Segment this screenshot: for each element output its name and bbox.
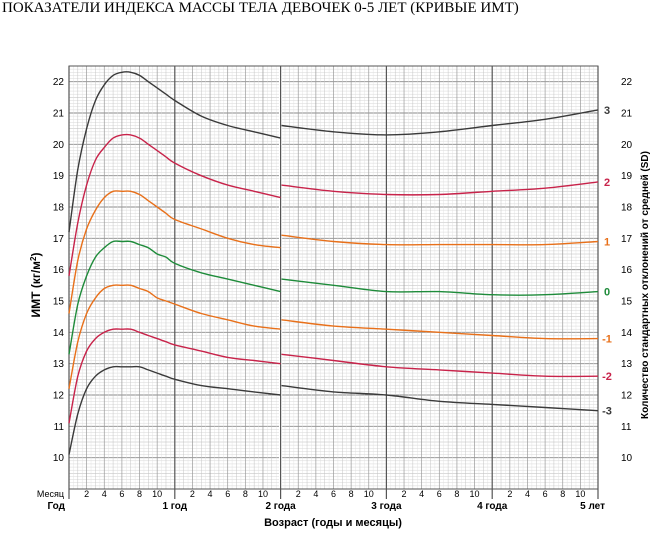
y-tick-label-right: 12 xyxy=(621,391,633,402)
x-tick-label: 10 xyxy=(575,489,585,499)
y-tick-label: 16 xyxy=(53,265,65,276)
y-tick-label: 14 xyxy=(53,328,65,339)
y-tick-label: 11 xyxy=(54,422,65,433)
sd-label: 1 xyxy=(604,236,610,248)
x-tick-label: 2 xyxy=(507,489,512,499)
y-tick-label: 20 xyxy=(53,140,65,151)
series-line-3 xyxy=(68,71,281,233)
x-tick-label: 8 xyxy=(454,489,459,499)
y-tick-label: 17 xyxy=(53,234,65,245)
series-line-2 xyxy=(68,133,281,277)
x-tick-label: 4 xyxy=(102,489,107,499)
sd-label: 0 xyxy=(604,287,610,299)
y-tick-label: 18 xyxy=(53,203,65,214)
series-line-0 xyxy=(68,240,281,355)
x-year-label: 4 года xyxy=(477,501,508,512)
x-tick-label: 6 xyxy=(225,489,230,499)
series-line-0 xyxy=(281,278,599,296)
x-year-label: 3 года xyxy=(371,501,402,512)
x-month-label: Месяц xyxy=(37,489,64,499)
x-year-label: Год xyxy=(48,501,66,512)
sd-label: -3 xyxy=(602,406,612,418)
y-tick-label: 22 xyxy=(53,77,65,88)
y-tick-label-right: 20 xyxy=(621,140,633,151)
y-tick-label-right: 17 xyxy=(621,234,633,245)
series-line-1 xyxy=(68,190,281,314)
x-tick-label: 4 xyxy=(525,489,530,499)
x-tick-label: 6 xyxy=(331,489,336,499)
grid xyxy=(68,65,599,499)
y-tick-label: 12 xyxy=(53,391,65,402)
chart-title: ПОКАЗАТЕЛИ ИНДЕКСА МАССЫ ТЕЛА ДЕВОЧЕК 0-… xyxy=(2,0,519,16)
plot-border xyxy=(68,65,599,490)
series-line-2 xyxy=(281,181,599,196)
y-tick-label-right: 11 xyxy=(621,422,632,433)
y-tick-label: 19 xyxy=(53,171,65,182)
series-line--2 xyxy=(281,353,599,378)
x-year-label: 1 год xyxy=(162,501,187,512)
y-tick-label-right: 21 xyxy=(621,109,633,120)
y-tick-label-right: 22 xyxy=(621,77,633,88)
y-tick-label-right: 19 xyxy=(621,171,633,182)
x-tick-label: 10 xyxy=(258,489,268,499)
y-axis-left: 10 11 12 13 14 15 16 17 18 19 20 21 22 xyxy=(53,77,65,464)
series-line-3 xyxy=(281,109,599,136)
y-tick-label-right: 10 xyxy=(621,453,633,464)
x-tick-label: 8 xyxy=(349,489,354,499)
x-tick-label: 4 xyxy=(208,489,213,499)
sd-label: 2 xyxy=(604,177,610,189)
x-tick-label: 6 xyxy=(543,489,548,499)
y-tick-label-right: 14 xyxy=(621,328,633,339)
series-line-1 xyxy=(281,234,599,246)
y-axis-right-label: Количество стандартных отклонений от сре… xyxy=(640,151,651,419)
series-line--1 xyxy=(68,284,281,389)
plot-frame xyxy=(68,65,599,490)
y-tick-label-right: 13 xyxy=(621,359,633,370)
x-tick-label: 2 xyxy=(84,489,89,499)
sd-labels: 3 2 1 0 -1 -2 -3 xyxy=(602,105,612,418)
x-year-label: 5 лет xyxy=(580,501,605,512)
sd-label: -2 xyxy=(602,371,612,383)
x-tick-label: 8 xyxy=(137,489,142,499)
y-tick-label-right: 18 xyxy=(621,203,633,214)
x-year-label: 2 года xyxy=(265,501,296,512)
y-tick-label: 10 xyxy=(53,453,65,464)
x-tick-label: 4 xyxy=(419,489,424,499)
x-tick-label: 10 xyxy=(470,489,480,499)
x-tick-label: 2 xyxy=(190,489,195,499)
y-tick-label: 21 xyxy=(53,109,65,120)
series-line--3 xyxy=(68,365,281,455)
x-tick-label: 6 xyxy=(119,489,124,499)
y-axis-right: 10 11 12 13 14 15 16 17 18 19 20 21 22 xyxy=(621,77,633,464)
sd-label: 3 xyxy=(604,105,610,117)
x-tick-label: 10 xyxy=(152,489,162,499)
x-tick-label: 8 xyxy=(560,489,565,499)
x-tick-label: 6 xyxy=(437,489,442,499)
y-tick-label-right: 16 xyxy=(621,265,633,276)
series-line--2 xyxy=(68,328,281,424)
x-axis-label: Возраст (годы и месяцы) xyxy=(264,517,402,529)
curves xyxy=(68,71,599,455)
y-axis-label: ИМТ (кг/м2) xyxy=(29,253,43,318)
sd-label: -1 xyxy=(602,334,612,346)
x-tick-label: 4 xyxy=(313,489,318,499)
y-tick-label: 15 xyxy=(53,297,65,308)
x-tick-label: 2 xyxy=(296,489,301,499)
x-tick-label: 8 xyxy=(243,489,248,499)
series-line--3 xyxy=(281,384,599,412)
y-tick-label: 13 xyxy=(53,359,65,370)
y-tick-label-right: 15 xyxy=(621,297,633,308)
x-tick-label: 10 xyxy=(364,489,374,499)
series-line--1 xyxy=(281,319,599,340)
x-tick-label: 2 xyxy=(402,489,407,499)
x-axis: Месяц 2 4 6 8 10 2 4 6 8 10 2 4 6 8 10 2 4 6 8 10 2 4 6 8 10 Год 1 … xyxy=(37,489,605,512)
